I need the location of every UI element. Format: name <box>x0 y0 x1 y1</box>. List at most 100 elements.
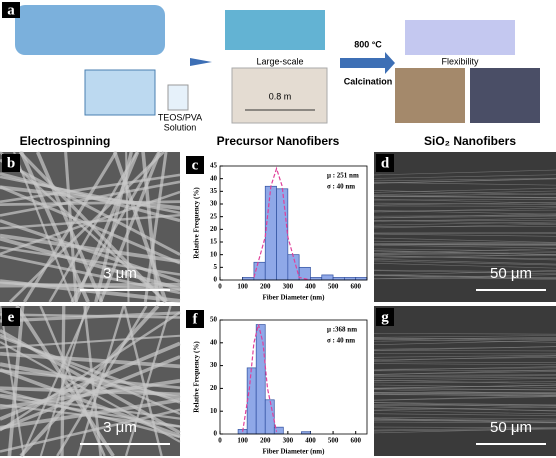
scale-label: 3 μm <box>103 419 137 436</box>
fiber <box>373 269 556 273</box>
fiber <box>0 180 181 217</box>
y-tick-label: 10 <box>210 250 218 258</box>
fiber <box>373 366 556 371</box>
panel-label-bg <box>2 154 20 172</box>
scale-label: 50 μm <box>490 419 532 436</box>
panel-letter: d <box>381 155 390 171</box>
device <box>15 5 165 55</box>
fiber <box>373 259 556 265</box>
fiber <box>373 337 556 342</box>
y-tick-label: 20 <box>210 384 218 392</box>
fiber <box>0 219 181 284</box>
fiber <box>373 392 556 396</box>
beaker <box>167 84 189 111</box>
fiber <box>373 221 556 226</box>
fiber <box>373 418 556 421</box>
annotation: μ : 251 nm <box>327 172 359 180</box>
fiber <box>373 379 556 385</box>
y-tick-label: 20 <box>210 225 218 233</box>
fiber <box>18 150 167 304</box>
x-tick-label: 100 <box>237 437 248 445</box>
photo <box>395 68 465 123</box>
fiber <box>0 311 181 432</box>
scale-label: 3 μm <box>103 265 137 282</box>
fiber <box>373 388 556 390</box>
fiber <box>373 240 556 244</box>
fiber <box>373 339 556 346</box>
fiber <box>112 151 168 303</box>
fiber <box>373 187 556 193</box>
x-tick-label: 400 <box>305 283 316 291</box>
fiber <box>373 196 556 198</box>
fiber <box>373 374 556 376</box>
fiber <box>373 262 556 269</box>
x-tick-label: 200 <box>260 437 271 445</box>
fiber <box>0 398 181 430</box>
panel-letter: c <box>192 157 199 173</box>
panel-label-bg <box>186 156 204 174</box>
fiber <box>373 244 556 246</box>
x-tick-label: 400 <box>305 437 316 445</box>
fiber <box>373 349 556 352</box>
x-tick-label: 500 <box>328 437 339 445</box>
fiber <box>373 384 556 388</box>
x-axis-label: Fiber Diameter (nm) <box>263 294 326 302</box>
panel-label-bg <box>186 310 204 328</box>
fiber <box>373 274 556 281</box>
y-tick-label: 0 <box>214 276 218 284</box>
bar <box>276 188 289 281</box>
fiber <box>373 421 556 424</box>
fiber <box>373 255 556 260</box>
fiber <box>373 248 556 252</box>
fiber <box>373 210 556 215</box>
y-tick-label: 35 <box>210 187 218 195</box>
fiber <box>0 329 181 435</box>
arrow <box>190 58 212 66</box>
y-tick-label: 40 <box>210 338 218 346</box>
fiber <box>373 252 556 255</box>
fiber <box>373 402 556 408</box>
fiber <box>373 198 556 204</box>
fiber <box>373 395 556 401</box>
fiber <box>373 427 556 431</box>
fiber <box>0 281 181 291</box>
x-tick-label: 0 <box>218 437 222 445</box>
schematic <box>2 2 540 124</box>
fiber <box>373 338 556 343</box>
precursor-photo <box>231 67 328 124</box>
fiber <box>20 305 90 457</box>
x-tick-label: 100 <box>237 283 248 291</box>
fiber <box>124 305 172 457</box>
fiber <box>373 335 556 338</box>
panel-letter: b <box>7 155 15 171</box>
fiber <box>373 406 556 412</box>
panel-label-bg <box>2 308 20 326</box>
x-tick-label: 300 <box>283 283 294 291</box>
fiber <box>8 151 165 303</box>
fiber <box>373 384 556 389</box>
fiber <box>373 233 556 237</box>
panel-letter: g <box>381 309 389 325</box>
fiber <box>7 305 25 457</box>
fiber <box>70 151 161 303</box>
bar <box>255 324 266 435</box>
fit-curve <box>242 324 278 432</box>
x-axis-label: Fiber Diameter (nm) <box>263 448 326 456</box>
caption: SiO₂ Nanofibers <box>424 134 516 148</box>
fiber <box>373 177 556 182</box>
fiber <box>373 391 556 394</box>
fiber <box>23 151 118 303</box>
y-tick-label: 5 <box>214 263 218 271</box>
label: Flexibility <box>441 56 479 66</box>
x-tick-label: 600 <box>350 437 361 445</box>
fiber <box>373 428 556 432</box>
y-axis-label: Relative Frequency (%) <box>193 341 201 413</box>
y-tick-label: 30 <box>210 361 218 369</box>
fiber <box>373 213 556 219</box>
photo <box>470 68 540 123</box>
y-tick-label: 30 <box>210 200 218 208</box>
fiber <box>373 220 556 225</box>
label: Calcination <box>344 76 393 86</box>
fiber <box>373 174 556 179</box>
